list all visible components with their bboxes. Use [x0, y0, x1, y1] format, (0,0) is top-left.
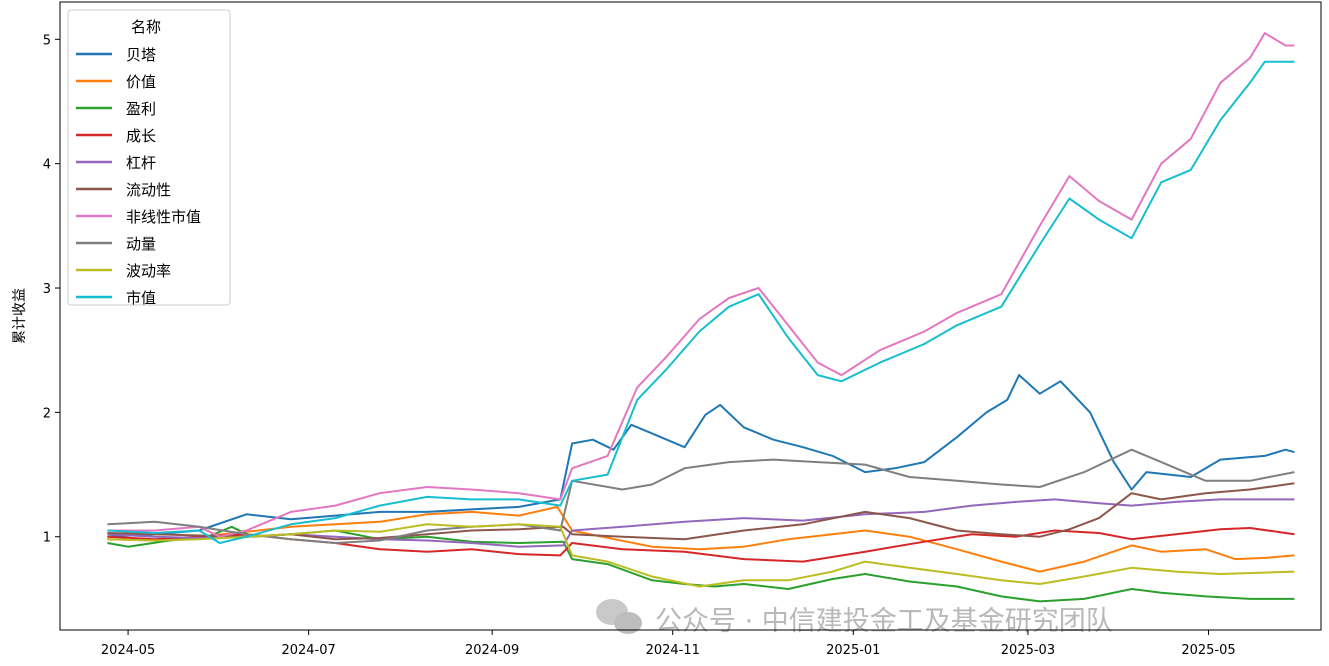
x-axis: 2024-05 2024-07 2024-09 2024-11 2025-01 2025-…: [101, 630, 1236, 658]
series-line-4: [107, 527, 1295, 563]
y-axis: 1 2 3 4 5 累计收益: [12, 33, 60, 546]
series-line-9: [107, 523, 1295, 588]
x-tick-label: 2024-09: [465, 643, 519, 658]
legend-label: 动量: [126, 235, 156, 253]
series-line-2: [107, 505, 1295, 573]
legend-label: 杠杆: [126, 154, 156, 172]
series-line-5: [107, 498, 1295, 548]
legend-label: 非线性市值: [126, 208, 201, 226]
wechat-icon: [596, 599, 642, 634]
x-tick-label: 2025-05: [1181, 643, 1235, 658]
legend-label: 成长: [126, 127, 156, 145]
y-tick-label: 1: [43, 531, 51, 546]
y-tick-label: 2: [43, 406, 51, 421]
x-tick-label: 2024-07: [281, 643, 335, 658]
y-tick-label: 5: [43, 33, 51, 48]
legend-title: 名称: [131, 18, 161, 36]
series-lines: [107, 32, 1295, 603]
x-tick-label: 2024-11: [646, 643, 700, 658]
legend-label: 价值: [126, 73, 156, 91]
series-line-8: [107, 448, 1295, 544]
x-tick-label: 2025-01: [826, 643, 880, 658]
series-line-10: [107, 60, 1295, 544]
watermark: 公众号 · 中信建投金工及基金研究团队: [596, 599, 1113, 637]
legend-label: 流动性: [126, 181, 171, 199]
x-tick-label: 2025-03: [1001, 643, 1055, 658]
legend-box: [67, 9, 231, 306]
x-tick-label: 2024-05: [101, 643, 155, 658]
watermark-text: 公众号 · 中信建投金工及基金研究团队: [655, 606, 1113, 637]
legend-label: 市值: [126, 289, 156, 307]
axes-frame: [59, 1, 1322, 631]
legend-label: 波动率: [126, 262, 171, 280]
y-axis-label: 累计收益: [12, 288, 28, 344]
series-line-1: [107, 374, 1295, 538]
y-tick-label: 3: [43, 282, 51, 297]
series-line-6: [107, 482, 1295, 541]
legend-label: 贝塔: [126, 46, 156, 64]
y-tick-label: 4: [43, 158, 51, 173]
legend-label: 盈利: [126, 100, 156, 118]
series-line-7: [107, 32, 1295, 538]
